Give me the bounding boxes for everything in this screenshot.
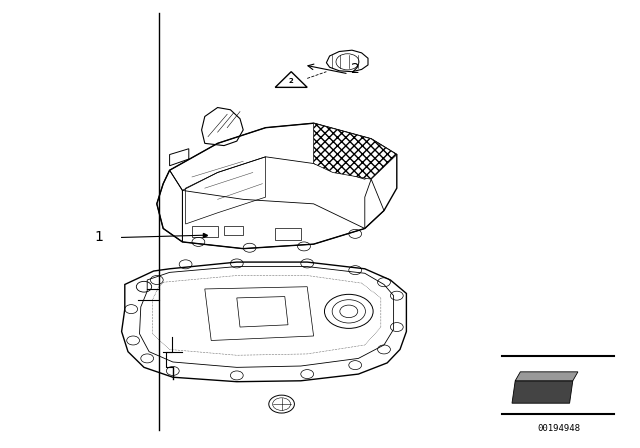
Polygon shape bbox=[512, 381, 573, 403]
Text: 1: 1 bbox=[95, 230, 104, 245]
Text: 2: 2 bbox=[289, 78, 294, 84]
Text: 00194948: 00194948 bbox=[537, 424, 580, 433]
Polygon shape bbox=[314, 123, 397, 179]
Text: 2: 2 bbox=[351, 62, 360, 77]
Polygon shape bbox=[515, 372, 578, 381]
